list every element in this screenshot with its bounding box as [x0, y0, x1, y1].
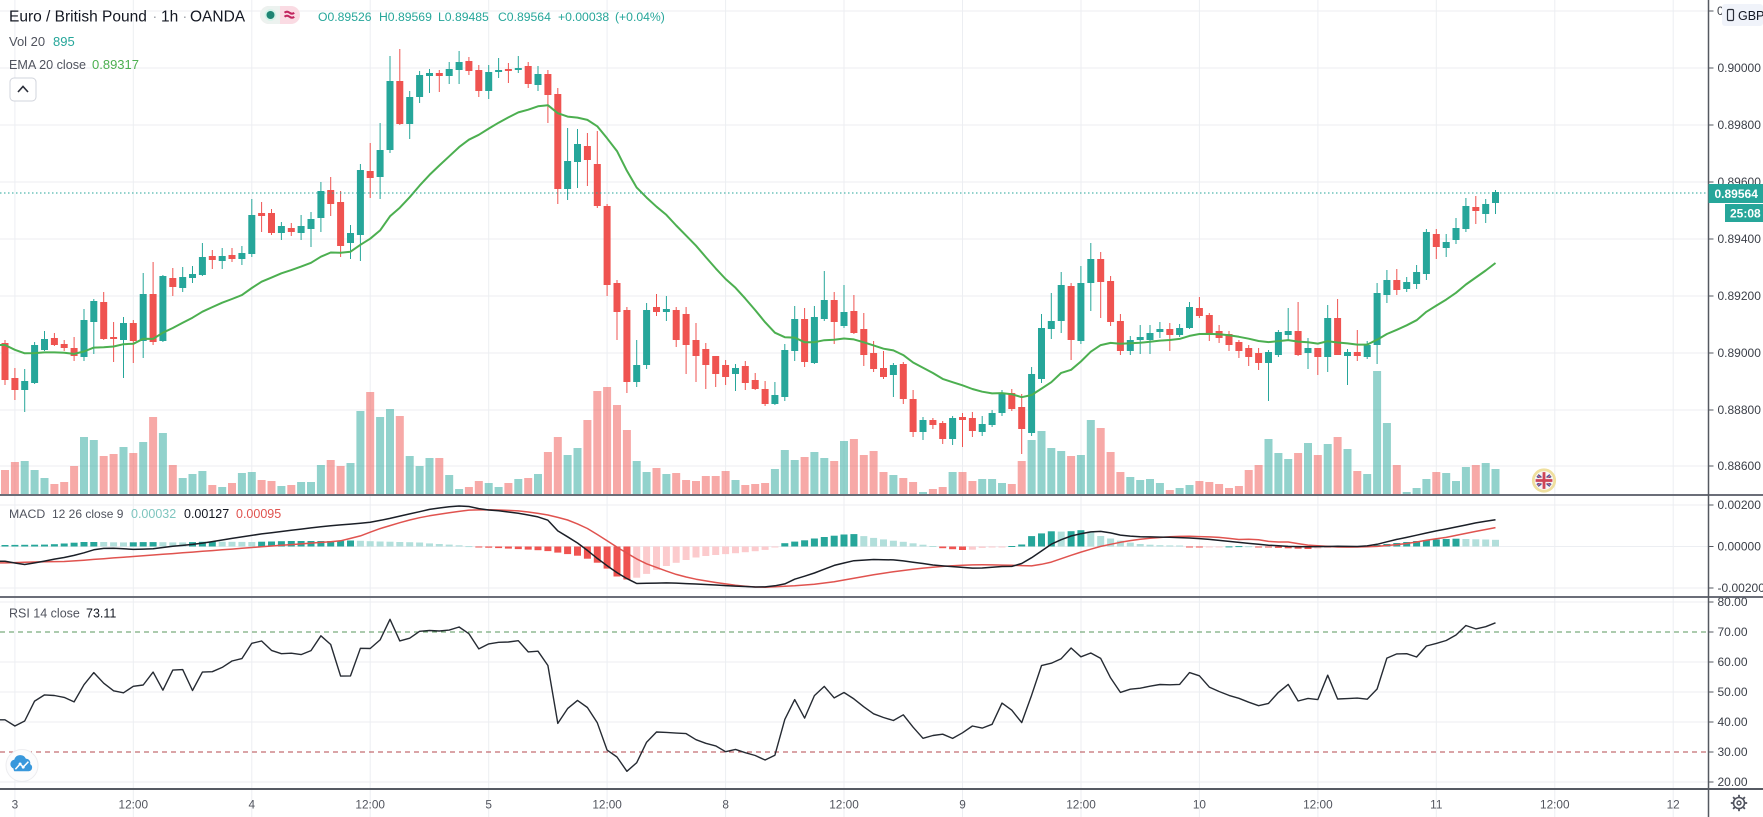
svg-text:8: 8 [722, 798, 729, 812]
svg-text:30.00: 30.00 [1718, 745, 1748, 759]
svg-text:12:00: 12:00 [1303, 798, 1333, 812]
svg-text:0.89400: 0.89400 [1718, 232, 1762, 246]
svg-text:9: 9 [959, 798, 966, 812]
svg-text:12:00: 12:00 [829, 798, 859, 812]
svg-text:12: 12 [1667, 798, 1680, 812]
svg-text:73.11: 73.11 [86, 607, 116, 621]
svg-text:12:00: 12:00 [119, 798, 149, 812]
svg-text:1h: 1h [161, 9, 178, 26]
svg-text:12:00: 12:00 [1540, 798, 1570, 812]
svg-text:OANDA: OANDA [190, 9, 246, 26]
svg-text:GBP: GBP [1738, 9, 1763, 23]
svg-text:+0.00038: +0.00038 [558, 10, 609, 24]
svg-text:80.00: 80.00 [1718, 595, 1748, 609]
svg-text:0.00095: 0.00095 [236, 507, 281, 521]
svg-text:20.00: 20.00 [1718, 775, 1748, 789]
svg-text:0.90000: 0.90000 [1718, 61, 1762, 75]
svg-text:(+0.04%): (+0.04%) [615, 10, 665, 24]
svg-text:60.00: 60.00 [1718, 655, 1748, 669]
svg-text:4: 4 [249, 798, 256, 812]
svg-text:MACD: MACD [9, 507, 45, 521]
svg-text:12:00: 12:00 [1066, 798, 1096, 812]
svg-text:0.89564: 0.89564 [1715, 187, 1759, 201]
svg-text:0.89800: 0.89800 [1718, 118, 1762, 132]
svg-text:0.00000: 0.00000 [1718, 540, 1762, 554]
svg-text:50.00: 50.00 [1718, 685, 1748, 699]
svg-text:5: 5 [485, 798, 492, 812]
svg-text:-0.00200: -0.00200 [1718, 581, 1763, 595]
svg-text:12:00: 12:00 [355, 798, 385, 812]
svg-text:RSI 14 close: RSI 14 close [9, 607, 80, 621]
svg-text:0.88600: 0.88600 [1718, 459, 1762, 473]
svg-text:0.89317: 0.89317 [92, 57, 139, 72]
svg-text:10: 10 [1193, 798, 1207, 812]
svg-text:H0.89569: H0.89569 [379, 10, 432, 24]
svg-text:25:08: 25:08 [1730, 207, 1761, 221]
svg-text:0.00127: 0.00127 [184, 507, 229, 521]
svg-text:0.00032: 0.00032 [131, 507, 176, 521]
svg-text:3: 3 [12, 798, 19, 812]
svg-text:11: 11 [1430, 798, 1442, 812]
svg-text:12:00: 12:00 [592, 798, 622, 812]
svg-text:0.89200: 0.89200 [1718, 289, 1762, 303]
svg-text:Euro / British Pound: Euro / British Pound [9, 9, 147, 26]
svg-text:12 26 close 9: 12 26 close 9 [52, 507, 124, 521]
svg-text:L0.89485: L0.89485 [438, 10, 489, 24]
svg-text:895: 895 [53, 34, 75, 49]
svg-text:·: · [153, 8, 158, 24]
svg-text:O0.89526: O0.89526 [318, 10, 372, 24]
svg-text:0.89000: 0.89000 [1718, 346, 1762, 360]
svg-text:EMA 20 close: EMA 20 close [9, 58, 86, 72]
svg-text:0.88800: 0.88800 [1718, 403, 1762, 417]
svg-text:·: · [183, 8, 188, 24]
svg-text:70.00: 70.00 [1718, 625, 1748, 639]
svg-text:40.00: 40.00 [1718, 715, 1748, 729]
svg-text:0.00200: 0.00200 [1718, 498, 1762, 512]
svg-text:C0.89564: C0.89564 [498, 10, 551, 24]
svg-text:Vol 20: Vol 20 [9, 34, 45, 49]
